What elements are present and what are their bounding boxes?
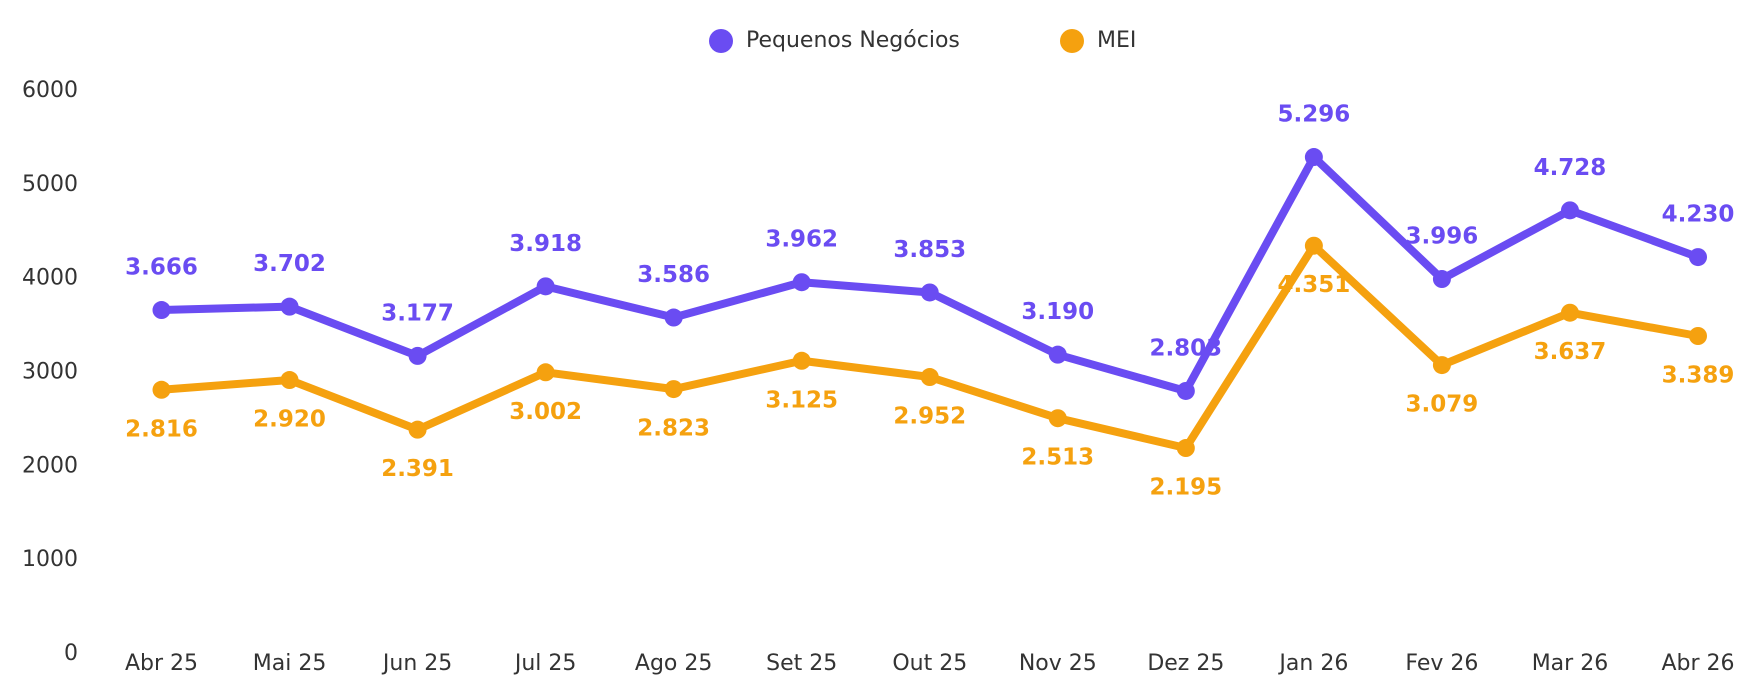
data-label: 5.296 xyxy=(1277,102,1350,128)
y-tick-label: 1000 xyxy=(22,547,78,572)
y-tick-label: 0 xyxy=(64,641,78,666)
legend-marker xyxy=(1060,29,1084,53)
data-label: 4.230 xyxy=(1662,202,1735,228)
point xyxy=(152,301,171,320)
data-label: 2.195 xyxy=(1149,475,1222,501)
point xyxy=(1689,248,1707,267)
data-label: 2.952 xyxy=(893,404,966,430)
point xyxy=(536,363,555,382)
data-label: 3.853 xyxy=(893,237,966,263)
y-tick-label: 4000 xyxy=(22,266,78,291)
data-label: 3.002 xyxy=(509,399,582,425)
data-label: 4.351 xyxy=(1277,272,1350,298)
x-tick-label: Mar 26 xyxy=(1532,651,1609,676)
data-label: 3.125 xyxy=(765,387,838,413)
y-tick-label: 6000 xyxy=(22,78,78,103)
x-tick-label: Out 25 xyxy=(892,651,967,676)
data-label: 3.666 xyxy=(125,255,198,281)
y-tick-label: 5000 xyxy=(22,172,78,197)
x-tick-label: Nov 25 xyxy=(1019,651,1097,676)
data-label: 3.962 xyxy=(765,227,838,253)
x-tick-label: Set 25 xyxy=(766,651,837,676)
point xyxy=(664,380,683,399)
point xyxy=(792,273,811,292)
x-tick-label: Jul 25 xyxy=(513,651,577,676)
point xyxy=(1176,381,1195,400)
x-tick-label: Mai 25 xyxy=(253,651,327,676)
point xyxy=(920,283,939,302)
point xyxy=(536,277,555,296)
point xyxy=(280,371,299,390)
y-tick-label: 3000 xyxy=(22,360,78,385)
point xyxy=(408,346,427,365)
point xyxy=(408,420,427,439)
x-tick-label: Jan 26 xyxy=(1277,651,1348,676)
data-label: 3.177 xyxy=(381,300,454,326)
x-tick-label: Ago 25 xyxy=(635,651,712,676)
legend-label: Pequenos Negócios xyxy=(746,28,960,53)
data-label: 3.637 xyxy=(1534,339,1607,365)
data-label: 2.803 xyxy=(1149,335,1222,361)
data-label: 2.513 xyxy=(1021,445,1094,471)
data-label: 3.918 xyxy=(509,231,582,257)
point xyxy=(1048,345,1067,364)
x-tick-label: Abr 26 xyxy=(1661,651,1734,676)
point xyxy=(1432,356,1451,375)
data-label: 3.996 xyxy=(1406,224,1479,250)
y-tick-label: 2000 xyxy=(22,453,78,478)
point xyxy=(920,368,939,387)
x-tick-label: Fev 26 xyxy=(1405,651,1478,676)
data-label: 2.816 xyxy=(125,416,198,442)
x-tick-label: Jun 25 xyxy=(381,651,452,676)
data-label: 3.389 xyxy=(1662,362,1735,388)
point xyxy=(1304,236,1323,255)
x-tick-label: Abr 25 xyxy=(125,651,198,676)
point xyxy=(152,380,171,399)
point xyxy=(1432,270,1451,289)
point xyxy=(792,351,811,370)
point xyxy=(1176,439,1195,458)
point xyxy=(280,297,299,316)
data-label: 2.391 xyxy=(381,456,454,482)
point xyxy=(1689,326,1707,345)
legend-label: MEI xyxy=(1097,28,1136,53)
data-label: 2.920 xyxy=(253,407,326,433)
point xyxy=(664,308,683,327)
point xyxy=(1560,303,1579,322)
point xyxy=(1048,409,1067,428)
data-label: 4.728 xyxy=(1534,155,1607,181)
x-tick-label: Dez 25 xyxy=(1147,651,1224,676)
legend-marker xyxy=(709,29,733,53)
point xyxy=(1304,148,1323,167)
data-label: 3.079 xyxy=(1406,392,1479,418)
data-label: 3.190 xyxy=(1021,299,1094,325)
data-label: 3.702 xyxy=(253,251,326,277)
data-label: 2.823 xyxy=(637,416,710,442)
point xyxy=(1560,201,1579,220)
data-label: 3.586 xyxy=(637,262,710,288)
